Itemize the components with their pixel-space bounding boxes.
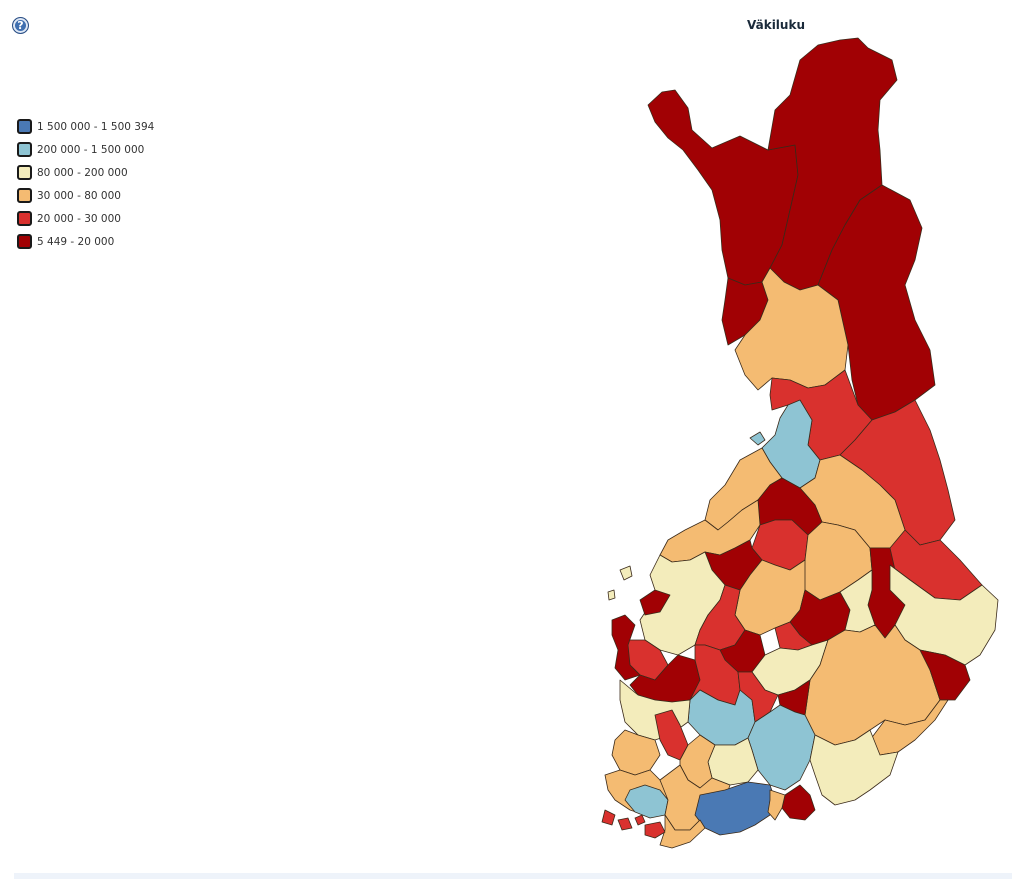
map-region[interactable] xyxy=(611,729,661,776)
status-bar xyxy=(14,873,1012,879)
help-icon[interactable]: ? xyxy=(12,17,29,34)
legend-item: 80 000 - 200 000 xyxy=(17,163,154,182)
legend-item: 20 000 - 30 000 xyxy=(17,209,154,228)
legend-label: 5 449 - 20 000 xyxy=(37,235,115,248)
legend-item: 30 000 - 80 000 xyxy=(17,186,154,205)
map-region[interactable] xyxy=(607,589,616,601)
legend-item: 200 000 - 1 500 000 xyxy=(17,140,154,159)
map-region[interactable] xyxy=(919,649,971,701)
map-region[interactable] xyxy=(767,37,898,291)
map-region[interactable] xyxy=(634,814,646,826)
map-title: Väkiluku xyxy=(746,18,805,32)
legend-swatch xyxy=(17,188,32,203)
legend-swatch xyxy=(17,119,32,134)
legend-label: 80 000 - 200 000 xyxy=(37,166,128,179)
legend-label: 20 000 - 30 000 xyxy=(37,212,121,225)
map-region[interactable] xyxy=(749,431,766,446)
map-region[interactable] xyxy=(644,821,666,839)
legend-label: 200 000 - 1 500 000 xyxy=(37,143,145,156)
map-region[interactable] xyxy=(619,565,633,581)
map-region[interactable] xyxy=(639,589,671,616)
map-region[interactable] xyxy=(781,784,816,821)
legend-swatch xyxy=(17,165,32,180)
legend: 1 500 000 - 1 500 394 200 000 - 1 500 00… xyxy=(17,117,154,255)
map-region[interactable] xyxy=(617,817,633,831)
map-region[interactable] xyxy=(839,569,876,633)
map-region[interactable] xyxy=(767,789,786,821)
legend-label: 30 000 - 80 000 xyxy=(37,189,121,202)
map-region[interactable] xyxy=(707,737,759,786)
legend-swatch xyxy=(17,211,32,226)
legend-item: 5 449 - 20 000 xyxy=(17,232,154,251)
map-region[interactable] xyxy=(889,564,999,666)
legend-swatch xyxy=(17,142,32,157)
legend-item: 1 500 000 - 1 500 394 xyxy=(17,117,154,136)
map-region[interactable] xyxy=(659,814,706,849)
legend-swatch xyxy=(17,234,32,249)
map-region[interactable] xyxy=(601,809,616,826)
legend-label: 1 500 000 - 1 500 394 xyxy=(37,120,155,133)
map-region[interactable] xyxy=(809,729,899,806)
